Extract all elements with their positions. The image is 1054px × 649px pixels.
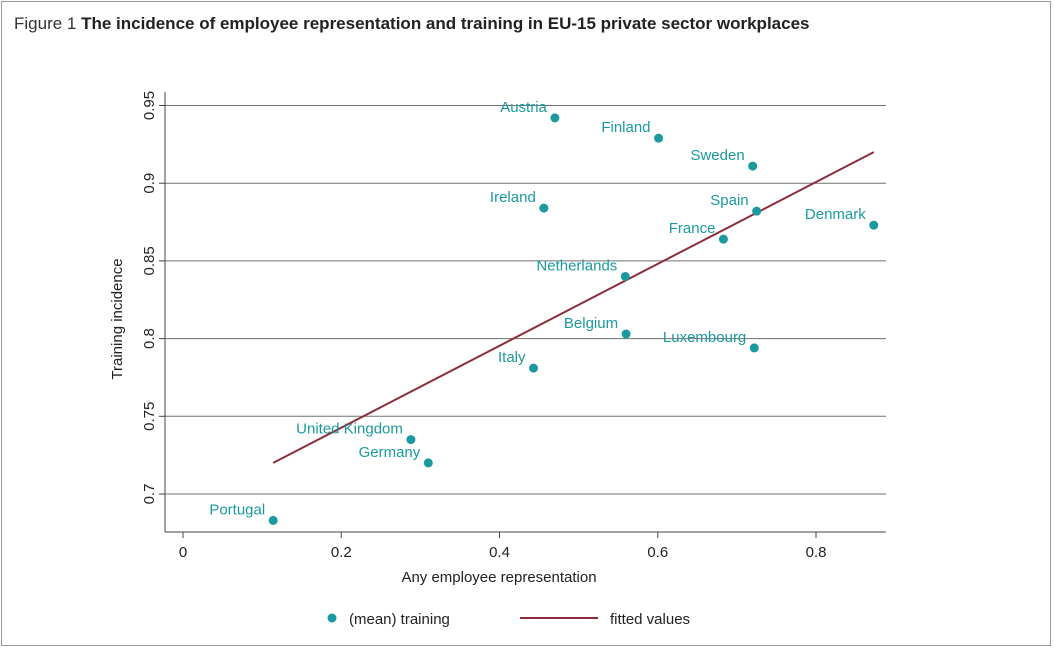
data-point-label: Portugal xyxy=(209,501,265,518)
legend-label-line: fitted values xyxy=(610,611,690,628)
data-point-label: Denmark xyxy=(805,206,866,223)
data-point xyxy=(423,458,433,468)
data-point-label: United Kingdom xyxy=(296,421,403,438)
data-point-label: Ireland xyxy=(490,189,536,206)
data-point xyxy=(539,203,549,213)
y-axis-label: Training incidence xyxy=(109,258,126,379)
data-point xyxy=(869,220,879,230)
legend-marker-points xyxy=(327,613,337,623)
data-point xyxy=(749,343,759,353)
fit-line-layer xyxy=(272,151,875,464)
fitted-line xyxy=(272,151,875,464)
y-tick-label: 0.85 xyxy=(141,246,158,275)
figure-number: Figure 1 xyxy=(14,14,77,33)
figure-title: The incidence of employee representation… xyxy=(81,14,810,33)
y-tick-label: 0.8 xyxy=(141,328,158,349)
figure-caption: Figure 1 The incidence of employee repre… xyxy=(14,14,810,34)
points-layer xyxy=(268,113,879,525)
x-axis-label: Any employee representation xyxy=(401,569,596,586)
y-tick-label: 0.7 xyxy=(141,484,158,505)
data-point xyxy=(550,113,560,123)
data-point-label: Netherlands xyxy=(536,257,617,274)
data-point-label: Belgium xyxy=(564,315,618,332)
legend: (mean) training fitted values xyxy=(327,611,690,628)
x-tick-label: 0 xyxy=(179,544,187,561)
data-point xyxy=(620,271,630,281)
x-tick-label: 0.2 xyxy=(331,544,352,561)
data-point xyxy=(621,329,631,339)
data-point xyxy=(748,161,758,171)
y-tick-label: 0.95 xyxy=(141,91,158,120)
data-point-label: Spain xyxy=(710,192,748,209)
y-tick-label: 0.75 xyxy=(141,402,158,431)
axes-layer: 0.7 0.75 0.8 0.85 0.9 0.95 0 0.2 0.4 0.6 0.8 xyxy=(141,91,886,561)
data-point-label: Germany xyxy=(359,444,421,461)
data-point-label: Luxembourg xyxy=(663,329,746,346)
x-tick-label: 0.8 xyxy=(806,544,827,561)
data-point xyxy=(718,234,728,244)
x-tick-label: 0.4 xyxy=(489,544,510,561)
data-point xyxy=(654,133,664,143)
data-point-label: Sweden xyxy=(690,147,744,164)
data-point-label: Finland xyxy=(601,119,650,136)
data-point xyxy=(268,515,278,525)
x-tick-label: 0.6 xyxy=(647,544,668,561)
legend-label-points: (mean) training xyxy=(349,611,450,628)
point-labels-layer: Austria Finland Sweden Ireland Spain Denmark F… xyxy=(209,99,866,518)
data-point xyxy=(752,206,762,216)
data-point-label: Italy xyxy=(498,349,526,366)
data-point-label: Austria xyxy=(500,99,547,116)
data-point-label: France xyxy=(669,220,716,237)
y-tick-label: 0.9 xyxy=(141,173,158,194)
data-point xyxy=(529,363,539,373)
data-point xyxy=(406,435,416,445)
grid-layer xyxy=(165,105,886,495)
